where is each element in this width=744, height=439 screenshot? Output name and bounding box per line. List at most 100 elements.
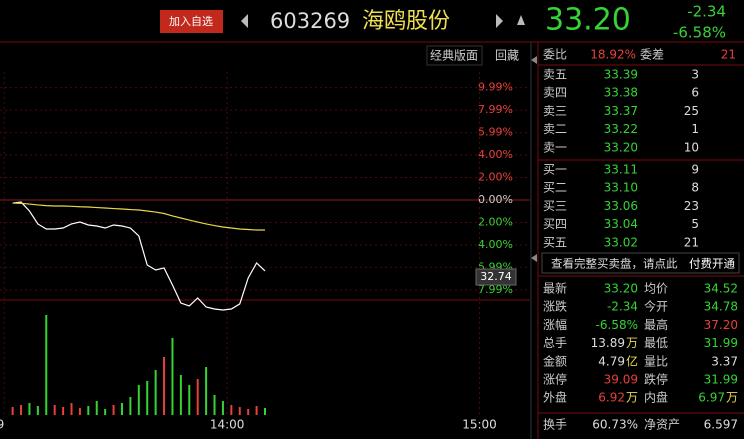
volume-bar — [95, 401, 98, 415]
y-tick-label: 4.00% — [478, 238, 513, 251]
hide-button[interactable]: 回藏 — [495, 49, 519, 63]
level-label: 买二 — [543, 181, 567, 195]
add-button[interactable]: 加入自选 — [169, 15, 213, 28]
stat-value: -6.58% — [596, 318, 638, 332]
level-price: 33.39 — [604, 68, 638, 82]
cursor-label: 32.74 — [480, 270, 512, 283]
stat-value: 6.597 — [704, 418, 738, 432]
scroll-arrow[interactable] — [531, 56, 537, 64]
level-label: 卖四 — [543, 86, 567, 100]
x-tick-label: 9 — [0, 418, 4, 432]
level-volume: 5 — [691, 217, 699, 231]
x-tick-label: 15:00 — [462, 418, 497, 432]
level-label: 卖二 — [543, 122, 567, 136]
stat-value: 4.79 — [598, 354, 625, 368]
level-volume: 10 — [684, 140, 699, 154]
x-tick-label: 14:00 — [210, 418, 245, 432]
volume-bar — [87, 406, 90, 415]
next-arrow[interactable] — [496, 14, 503, 28]
volume-bar — [163, 357, 166, 415]
stock-name: 海鸥股份 — [362, 9, 450, 34]
volume-bar — [104, 409, 107, 415]
volume-bar — [221, 401, 224, 415]
scroll-arrow[interactable] — [531, 254, 537, 262]
notice-box[interactable] — [541, 252, 740, 274]
level-price: 33.22 — [604, 122, 638, 136]
stat-value: 3.37 — [711, 354, 738, 368]
volume-bar — [62, 407, 65, 415]
level-volume: 21 — [684, 235, 699, 249]
volume-bar — [154, 370, 157, 415]
level-price: 33.04 — [604, 217, 638, 231]
stat-label: 换手 — [543, 418, 567, 432]
level-label: 卖五 — [543, 68, 567, 82]
volume-bar — [20, 405, 23, 415]
price-change-pct: -6.58% — [673, 24, 726, 42]
y-tick-label: 2.00% — [478, 171, 513, 184]
volume-bar — [112, 405, 115, 415]
layout-button-bg[interactable] — [426, 45, 483, 66]
stat-label: 外盘 — [543, 390, 567, 405]
upgrade-link[interactable]: 付费开通 — [689, 257, 735, 271]
stock-code: 603269 — [270, 9, 350, 33]
y-tick-label: 7.99% — [478, 283, 513, 296]
price-change: -2.34 — [687, 3, 726, 21]
stat-label: 量比 — [644, 354, 668, 368]
level-label: 买五 — [543, 235, 567, 249]
level-volume: 8 — [691, 181, 699, 195]
stat-value: 6.97 — [698, 391, 725, 405]
stat-value: 34.52 — [704, 282, 738, 296]
level-label: 买三 — [543, 199, 567, 213]
stat-label: 内盘 — [644, 390, 668, 405]
diff-value: 21 — [721, 48, 736, 62]
stat-value: 39.09 — [604, 373, 638, 387]
stat-value: 33.20 — [604, 282, 638, 296]
intraday-chart: 9.99% 7.99% 5.99% 4.00% 2.00% 0.00% 2.00% 4.00%… — [0, 72, 530, 432]
stat-unit: 万 — [626, 336, 638, 350]
volume-bar — [36, 406, 39, 415]
level-price: 33.10 — [604, 181, 638, 195]
stat-unit: 万 — [626, 391, 638, 405]
price-line — [12, 202, 265, 231]
stat-label: 总手 — [543, 336, 567, 350]
y-tick-label: 7.99% — [478, 103, 513, 116]
level-volume: 23 — [684, 199, 699, 213]
alert-icon[interactable] — [517, 15, 525, 25]
diff-label: 委差 — [640, 48, 664, 62]
price-line — [12, 201, 266, 311]
layout-button[interactable]: 经典版面 — [430, 49, 478, 63]
level-price: 33.37 — [604, 104, 638, 118]
notice[interactable]: 查看完整买卖盘，请点此 — [551, 257, 678, 271]
level-label: 卖一 — [543, 140, 567, 154]
volume-bar — [188, 385, 191, 415]
volume-bar — [11, 407, 14, 415]
stat-value: 31.99 — [704, 373, 738, 387]
level-volume: 6 — [691, 86, 699, 100]
volume-bar — [28, 403, 31, 415]
volume-bar — [146, 381, 149, 415]
cursor-tag-bg — [475, 268, 517, 286]
y-tick-label: 9.99% — [478, 81, 513, 94]
stat-value: 37.20 — [704, 318, 738, 332]
level-price: 33.06 — [604, 199, 638, 213]
stat-label: 最新 — [543, 281, 567, 296]
volume-bar — [179, 375, 182, 415]
volume-bar — [171, 338, 174, 415]
ratio-label: 委比 — [543, 48, 567, 62]
stat-label: 最高 — [644, 317, 668, 332]
volume-bar — [247, 409, 250, 415]
y-tick-label: 2.00% — [478, 216, 513, 229]
stat-label: 今开 — [644, 299, 668, 314]
stat-label: 跌停 — [644, 372, 668, 387]
add-button-bg[interactable] — [160, 10, 223, 33]
volume-bar — [45, 315, 48, 415]
volume-bar — [78, 408, 81, 415]
y-tick-label: 0.00% — [478, 193, 513, 206]
prev-arrow[interactable] — [241, 14, 248, 28]
level-price: 33.38 — [604, 86, 638, 100]
volume-bar — [230, 405, 233, 415]
level-label: 买一 — [543, 163, 567, 177]
stat-label: 金额 — [543, 353, 567, 368]
